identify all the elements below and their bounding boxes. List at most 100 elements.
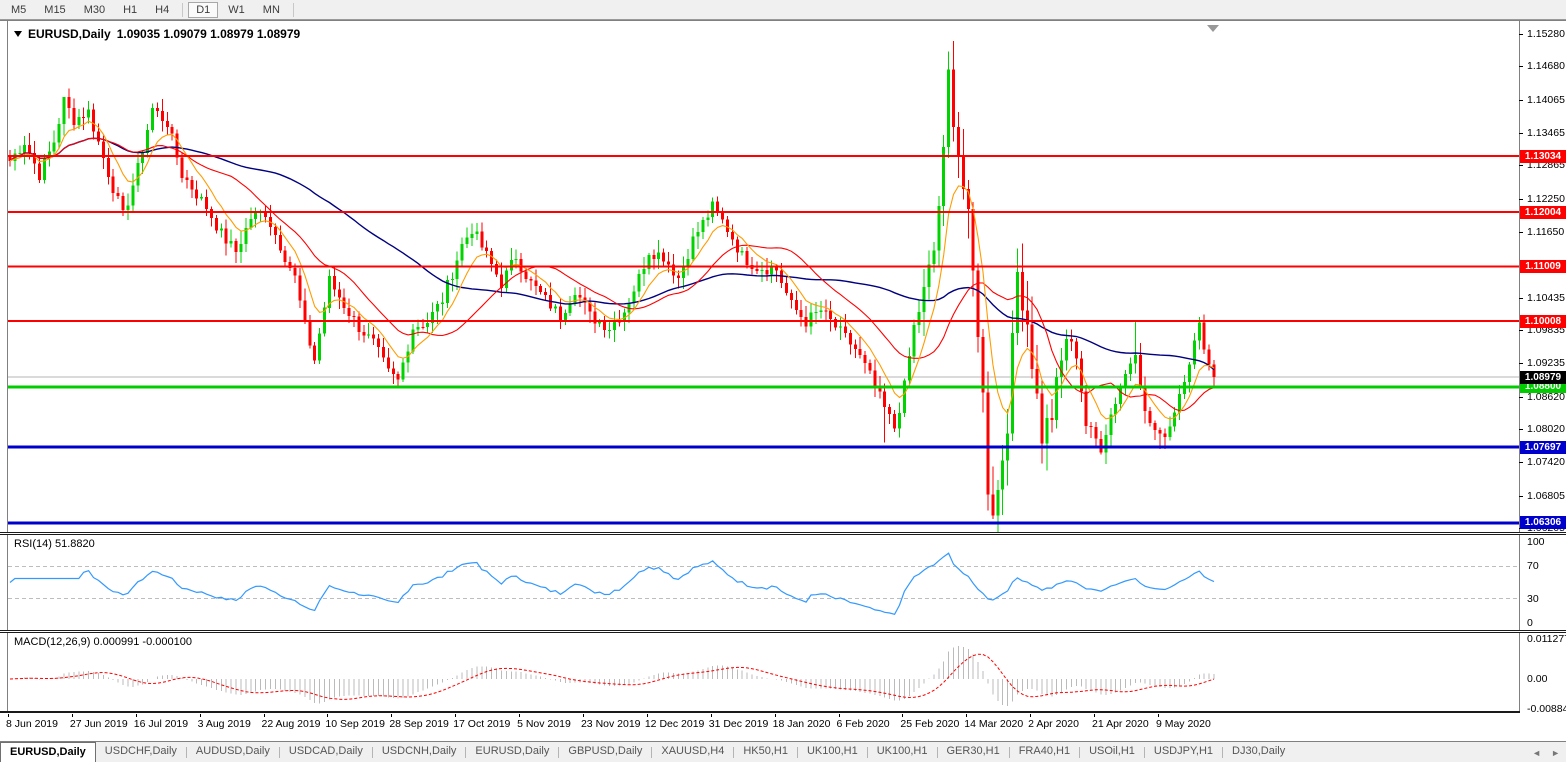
date-tick-mark [455, 714, 457, 717]
chart-tab-hk50-h1[interactable]: HK50,H1 [743, 745, 788, 757]
macd-indicator-label: MACD(12,26,9) 0.000991 -0.000100 [14, 636, 192, 648]
chart-tab-eurusd-daily[interactable]: EURUSD,Daily [475, 745, 550, 757]
ma-line-8 [9, 120, 1215, 420]
timeframe-m5-button[interactable]: M5 [11, 3, 27, 16]
price-tick-mark [1519, 198, 1523, 200]
panel-separator[interactable] [0, 532, 1566, 535]
tab-divider [278, 746, 280, 758]
chart-tab-uk100-h1[interactable]: UK100,H1 [806, 745, 858, 757]
tab-divider [1143, 746, 1145, 758]
tab-scroll-arrows: ◄ ► [1532, 742, 1560, 762]
tab-divider [796, 746, 798, 758]
chart-tab-fra40-h1[interactable]: FRA40,H1 [1018, 745, 1071, 757]
date-label: 25 Feb 2020 [900, 718, 960, 730]
chart-tab-usoil-h1[interactable]: USOil,H1 [1089, 745, 1135, 757]
tab-divider [651, 746, 653, 758]
date-tick-mark [71, 714, 73, 717]
bear-candle-bodies [8, 69, 1216, 516]
chart-menu-arrow-icon[interactable] [14, 31, 22, 37]
date-tick-mark [327, 714, 329, 717]
date-label: 14 Mar 2020 [964, 718, 1024, 730]
date-tick-mark [838, 714, 840, 717]
timeframe-m15-button[interactable]: M15 [44, 3, 66, 16]
timeframe-m30-button[interactable]: M30 [83, 3, 106, 16]
date-label: 9 May 2020 [1155, 718, 1211, 730]
price-tick-mark [1519, 363, 1523, 365]
tab-divider [558, 746, 560, 758]
hline-price-badge: 1.13034 [1520, 149, 1566, 163]
price-tick-label: 1.07420 [1527, 456, 1565, 469]
price-tick-label: 1.14680 [1527, 60, 1565, 73]
price-tick-mark [1519, 330, 1523, 332]
current-price-badge: 1.08979 [1520, 370, 1566, 384]
date-label: 3 Aug 2019 [197, 718, 251, 730]
date-tick-mark [1030, 714, 1032, 717]
price-tick-mark [1519, 429, 1523, 431]
macd-panel-canvas[interactable] [8, 633, 1519, 713]
price-tick-mark [1519, 132, 1523, 134]
date-label: 5 Nov 2019 [517, 718, 571, 730]
date-label: 31 Dec 2019 [708, 718, 769, 730]
date-tick-mark [774, 714, 776, 717]
timeframe-w1-button[interactable]: W1 [228, 3, 245, 16]
date-label: 2 Apr 2020 [1028, 718, 1079, 730]
tab-divider [1079, 746, 1081, 758]
date-tick-mark [263, 714, 265, 717]
hline-price-badge: 1.06306 [1520, 516, 1566, 530]
chart-title: EURUSD,Daily 1.09035 1.09079 1.08979 1.0… [14, 27, 300, 41]
toolbar-separator [292, 2, 294, 17]
date-label: 12 Dec 2019 [644, 718, 705, 730]
price-tick-label: 1.13465 [1527, 126, 1565, 139]
price-tick-mark [1519, 99, 1523, 101]
date-label: 10 Sep 2019 [325, 718, 385, 730]
price-tick-label: 1.14065 [1527, 93, 1565, 106]
ma-line-21 [9, 137, 1215, 412]
date-label: 23 Nov 2019 [580, 718, 641, 730]
date-tick-mark [710, 714, 712, 717]
price-chart-canvas[interactable] [8, 21, 1519, 532]
timeframe-mn-button[interactable]: MN [262, 3, 280, 16]
chart-tab-uk100-h1[interactable]: UK100,H1 [876, 745, 928, 757]
price-tick-label: 1.08020 [1527, 423, 1565, 436]
chart-tab-usdchf-daily[interactable]: USDCHF,Daily [104, 745, 177, 757]
chart-right-border [1519, 21, 1520, 713]
chart-tab-eurusd-daily[interactable]: EURUSD,Daily [0, 742, 96, 762]
macd-histogram [14, 646, 1215, 707]
date-tick-mark [519, 714, 521, 717]
chart-tab-dj30-daily[interactable]: DJ30,Daily [1232, 745, 1286, 757]
chart-tab-gbpusd-daily[interactable]: GBPUSD,Daily [568, 745, 643, 757]
timeframe-h1-button[interactable]: H1 [123, 3, 138, 16]
chart-tab-usdjpy-h1[interactable]: USDJPY,H1 [1153, 745, 1214, 757]
price-tick-mark [1519, 231, 1523, 233]
price-tick-mark [1519, 66, 1523, 68]
price-axis: 1.15280 1.14680 1.14065 1.13465 1.12865 1.122… [1519, 21, 1566, 715]
date-tick-mark [1157, 714, 1159, 717]
tab-scroll-right-icon[interactable]: ► [1551, 747, 1560, 758]
chart-tab-xauusd-h4[interactable]: XAUUSD,H4 [661, 745, 725, 757]
price-tick-label: 1.12250 [1527, 192, 1565, 205]
hline-price-badge: 1.10008 [1520, 314, 1566, 328]
chart-tab-usdcad-daily[interactable]: USDCAD,Daily [288, 745, 363, 757]
date-tick-mark [135, 714, 137, 717]
price-tick-mark [1519, 495, 1523, 497]
chart-tab-audusd-daily[interactable]: AUDUSD,Daily [195, 745, 270, 757]
price-tick-mark [1519, 33, 1523, 35]
timeframe-h4-button[interactable]: H4 [155, 3, 170, 16]
tab-divider [185, 746, 187, 758]
rsi-panel-canvas[interactable] [8, 535, 1519, 630]
chart-tab-ger30-h1[interactable]: GER30,H1 [946, 745, 1000, 757]
tab-scroll-left-icon[interactable]: ◄ [1532, 747, 1542, 758]
chart-tab-usdcnh-daily[interactable]: USDCNH,Daily [381, 745, 457, 757]
toolbar-separator [182, 2, 184, 17]
date-label: 21 Apr 2020 [1092, 718, 1149, 730]
tab-divider [936, 746, 938, 758]
panel-separator[interactable] [0, 630, 1566, 633]
macd-axis-label: -0.008845 [1527, 703, 1566, 715]
date-label: 6 Feb 2020 [836, 718, 890, 730]
chart-shift-marker-icon[interactable] [1207, 25, 1219, 32]
timeframe-d1-button[interactable]: D1 [188, 1, 219, 18]
date-tick-mark [199, 714, 201, 717]
hline-price-badge: 1.12004 [1520, 205, 1566, 219]
macd-signal-line [9, 653, 1215, 700]
